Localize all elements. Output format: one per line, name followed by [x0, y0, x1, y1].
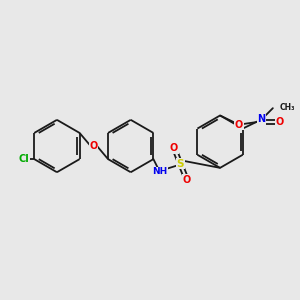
Text: Cl: Cl	[19, 154, 29, 164]
Text: NH: NH	[152, 167, 167, 176]
Text: O: O	[170, 143, 178, 153]
Text: O: O	[275, 117, 284, 127]
Text: N: N	[257, 114, 266, 124]
Text: O: O	[183, 175, 191, 185]
Text: O: O	[90, 141, 98, 151]
Text: CH₃: CH₃	[280, 103, 296, 112]
Text: S: S	[177, 159, 184, 169]
Text: O: O	[235, 120, 243, 130]
